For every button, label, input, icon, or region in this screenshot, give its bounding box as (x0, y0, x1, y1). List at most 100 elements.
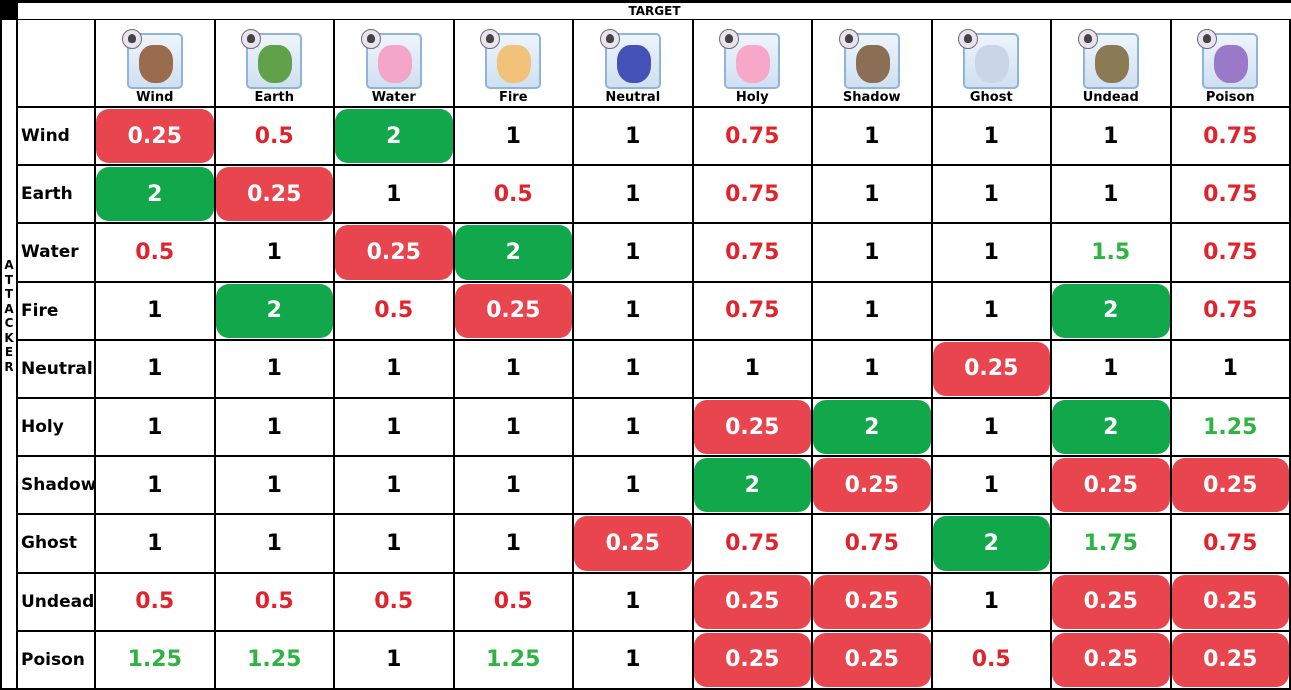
table-cell: 1 (454, 515, 572, 572)
table-cell: 1 (1052, 166, 1170, 223)
weak-highlight (1052, 632, 1170, 687)
table-cell: 1 (813, 282, 931, 339)
column-label: Wind (136, 90, 174, 105)
damage-multiplier: 0.25 (1083, 647, 1138, 673)
table-cell: 1 (1052, 108, 1170, 165)
monster-figure (975, 45, 1010, 83)
table-cell: 0.25 (1052, 631, 1170, 688)
table-cell: 0.25 (1171, 631, 1289, 688)
damage-multiplier: 1 (625, 298, 641, 324)
damage-multiplier: 2 (1103, 414, 1119, 440)
weak-highlight (813, 458, 931, 513)
table-cell: 0.5 (96, 224, 214, 281)
column-header-ghost: Ghost (932, 20, 1050, 106)
table-cell: 0.5 (215, 573, 333, 630)
damage-multiplier: 0.25 (725, 589, 780, 615)
table-cell: 1.5 (1052, 224, 1170, 281)
table-cell: 1 (813, 340, 931, 397)
damage-multiplier: 1 (1103, 356, 1119, 382)
table-cell: 1 (932, 166, 1050, 223)
damage-multiplier: 1.75 (1083, 530, 1138, 556)
mushroom-monster-icon (241, 29, 303, 89)
table-cell: 1.25 (215, 631, 333, 688)
column-label: Undead (1082, 90, 1139, 105)
damage-multiplier: 0.25 (1203, 589, 1258, 615)
column-label: Ghost (969, 90, 1013, 105)
table-cell: 0.25 (454, 282, 572, 339)
damage-multiplier: 1 (386, 530, 402, 556)
damage-multiplier: 1 (266, 530, 282, 556)
damage-multiplier: 0.5 (374, 589, 414, 615)
table-cell: 0.25 (813, 631, 931, 688)
column-header-wind: Wind (96, 20, 214, 106)
table-cell: 1 (454, 399, 572, 456)
monster-figure (855, 45, 890, 83)
damage-multiplier: 0.5 (493, 181, 533, 207)
damage-multiplier: 0.25 (1203, 647, 1258, 673)
damage-multiplier: 1 (983, 414, 999, 440)
row-label-neutral: Neutral (18, 340, 94, 397)
weak-highlight (454, 283, 572, 338)
element-badge-icon (241, 29, 262, 49)
row-label-shadow: Shadow (18, 457, 96, 514)
angeling-monster-icon (719, 29, 781, 89)
damage-multiplier: 1 (625, 414, 641, 440)
damage-multiplier: 0.75 (725, 123, 780, 149)
table-cell: 0.25 (1171, 457, 1289, 514)
column-header-water: Water (335, 20, 453, 106)
damage-multiplier: 0.25 (725, 414, 780, 440)
monster-figure (497, 45, 532, 83)
table-cell: 1 (574, 399, 692, 456)
damage-multiplier: 0.25 (1203, 472, 1258, 498)
element-badge-icon (838, 29, 859, 49)
weak-highlight (1052, 574, 1170, 629)
damage-multiplier: 1 (864, 123, 880, 149)
table-cell: 1 (932, 457, 1050, 514)
column-header-poison: Poison (1171, 20, 1289, 106)
damage-multiplier: 0.75 (725, 239, 780, 265)
element-badge-icon (599, 29, 620, 49)
strong-highlight (1052, 400, 1170, 455)
neutral-girl-icon (599, 29, 661, 89)
table-cell: 0.5 (96, 573, 214, 630)
damage-multiplier: 1 (625, 123, 641, 149)
damage-multiplier: 1 (505, 472, 521, 498)
table-cell: 0.25 (813, 457, 931, 514)
row-label-undead: Undead (18, 573, 94, 630)
damage-multiplier: 2 (864, 414, 880, 440)
damage-multiplier: 1 (266, 472, 282, 498)
table-cell: 0.75 (1171, 224, 1289, 281)
table-cell: 0.5 (335, 573, 453, 630)
damage-multiplier: 0.25 (844, 472, 899, 498)
row-label-ghost: Ghost (18, 515, 94, 572)
damage-multiplier: 1 (505, 123, 521, 149)
weak-highlight (693, 400, 811, 455)
table-cell: 0.25 (693, 399, 811, 456)
griffon-monster-icon (121, 29, 183, 89)
table-cell: 2 (813, 399, 931, 456)
weak-highlight (335, 225, 453, 280)
poring-monster-icon (360, 29, 422, 89)
strong-highlight (454, 225, 572, 280)
damage-multiplier: 1.25 (247, 647, 302, 673)
column-label: Earth (254, 90, 295, 105)
table-cell: 0.75 (693, 282, 811, 339)
strong-highlight (335, 109, 453, 164)
attacker-letter: K (4, 330, 14, 345)
element-badge-icon (958, 29, 979, 49)
weak-highlight (1171, 574, 1289, 629)
damage-multiplier: 1 (386, 356, 402, 382)
damage-multiplier: 0.25 (486, 298, 541, 324)
damage-multiplier: 1 (625, 239, 641, 265)
weak-highlight (693, 632, 811, 687)
table-cell: 2 (693, 457, 811, 514)
damage-multiplier: 0.75 (1203, 298, 1258, 324)
table-cell: 1 (454, 457, 572, 514)
damage-multiplier: 1 (983, 589, 999, 615)
table-cell: 1 (96, 457, 214, 514)
table-cell: 1 (932, 224, 1050, 281)
damage-multiplier: 1 (983, 472, 999, 498)
table-cell: 1 (215, 340, 333, 397)
table-cell: 1.25 (96, 631, 214, 688)
row-label-poison: Poison (18, 631, 94, 688)
